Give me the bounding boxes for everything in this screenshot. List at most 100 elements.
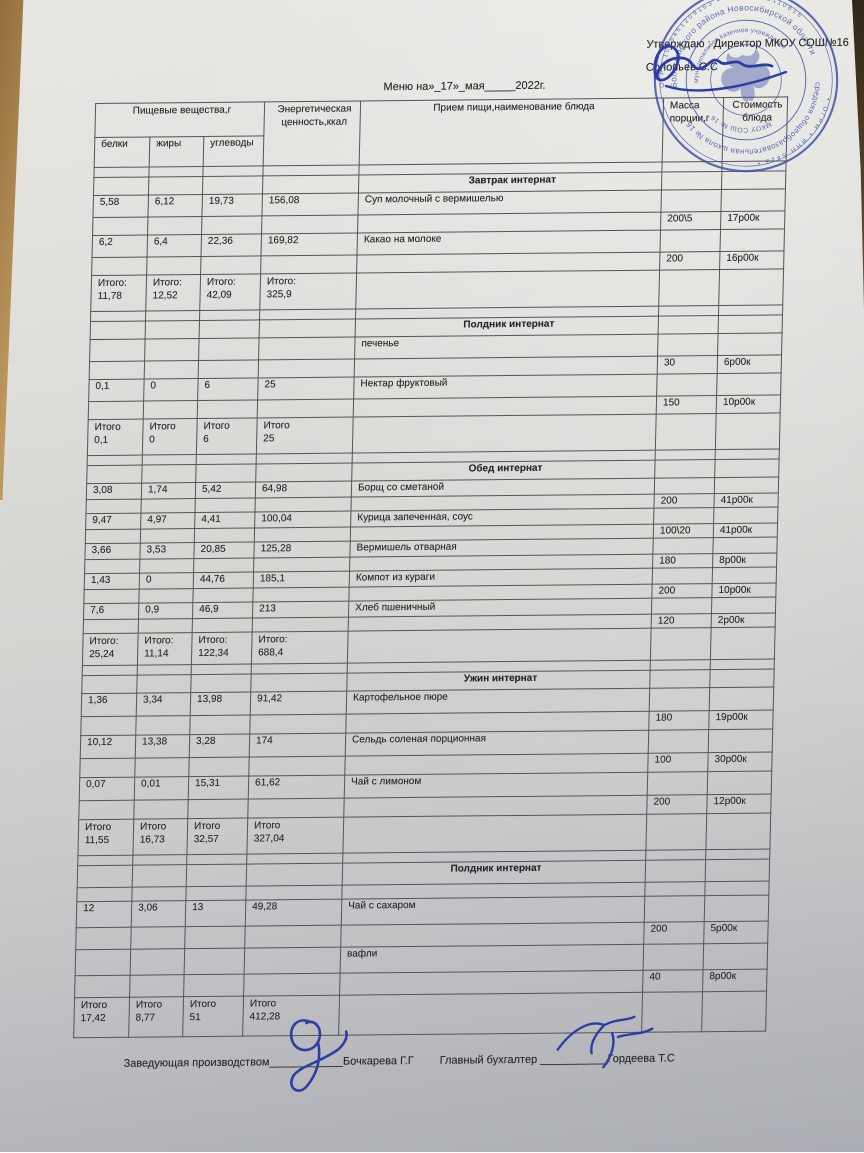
empty-cell (197, 400, 257, 419)
empty-cell (252, 617, 348, 632)
spacer-cell (659, 306, 719, 317)
empty-cell (138, 619, 192, 634)
empty-cell (75, 975, 131, 998)
empty-cell (657, 374, 718, 397)
empty-cell (135, 758, 189, 778)
dish-name-cell: Картофельное пюре (346, 688, 650, 714)
spacer-cell (82, 665, 137, 676)
empty-cell (710, 669, 774, 688)
empty-cell (134, 800, 188, 820)
empty-cell (185, 926, 246, 949)
cost-cell: 10р00к (712, 583, 776, 598)
nutrient-cell: 61,62 (248, 775, 345, 799)
nutrient-cell: 5,58 (93, 195, 149, 218)
mass-cell: 200 (652, 584, 712, 599)
empty-cell (254, 557, 350, 572)
total-label: Итого (140, 820, 185, 833)
total-cell: Итого:325,9 (260, 273, 357, 310)
nutrient-cell: 13 (185, 900, 246, 927)
total-value: 0,1 (94, 434, 140, 447)
empty-cell (720, 229, 785, 252)
total-cell: Итого:122,34 (191, 632, 252, 665)
nutrient-cell: 1,74 (141, 483, 195, 500)
nutrient-cell: 0,01 (134, 777, 189, 801)
total-label: Итого: (144, 634, 189, 647)
mass-cell: 180 (653, 554, 713, 569)
cost-cell: 17р00к (721, 211, 785, 230)
nutrient-cell (75, 949, 131, 976)
total-value: 51 (189, 1011, 240, 1024)
total-cell: Итого:25,24 (82, 633, 138, 666)
empty-cell (192, 618, 252, 633)
empty-cell (651, 598, 711, 615)
header-carbs: углеводы (203, 136, 264, 167)
mass-cell: 100 (648, 753, 708, 773)
empty-cell (143, 401, 197, 420)
empty-cell (201, 256, 261, 275)
nutrient-cell (184, 948, 245, 975)
empty-cell (88, 401, 143, 420)
empty-cell (83, 619, 138, 634)
nutrient-cell: 91,42 (250, 691, 347, 715)
total-value: 11,55 (85, 834, 131, 847)
total-label: Итого: (258, 633, 345, 647)
total-value: 12,52 (152, 289, 197, 302)
mass-cell: 200 (654, 494, 714, 509)
empty-cell (714, 477, 778, 494)
nutrient-cell: 44,76 (193, 572, 253, 589)
empty-cell (258, 359, 354, 378)
cost-cell: 19р00к (709, 710, 773, 730)
empty-cell (712, 567, 776, 584)
spacer-cell (87, 455, 142, 466)
total-label: Итого: (207, 275, 258, 288)
total-value: 32,57 (194, 833, 245, 846)
cost-cell: 6р00к (717, 355, 781, 374)
total-value: 25,24 (89, 648, 135, 661)
spacer-cell (187, 854, 247, 865)
total-label: Итого: (153, 276, 198, 289)
nutrient-cell: 3,66 (85, 543, 140, 560)
empty-cell (341, 922, 645, 947)
empty-cell (661, 189, 722, 212)
cost-cell: 16р00к (720, 251, 784, 270)
director-signature (640, 26, 810, 106)
total-cell: Итого:688,4 (251, 631, 348, 664)
empty-cell (645, 860, 706, 883)
total-label: Итого: (198, 634, 249, 647)
empty-cell (261, 255, 357, 274)
empty-cell (652, 568, 712, 585)
header-fat: жиры (149, 136, 204, 167)
nutrient-cell: 64,98 (255, 481, 351, 498)
empty-cell (92, 257, 147, 276)
empty-cell (136, 716, 190, 736)
nutrient-cell (130, 949, 185, 976)
spacer-cell (142, 455, 196, 466)
total-label: Итого: (98, 277, 144, 290)
nutrient-cell: 100,04 (255, 511, 351, 528)
total-label: Итого (263, 419, 350, 433)
spacer-cell (203, 166, 263, 177)
nutrient-cell: 0 (144, 379, 199, 402)
header-energy: Энергетическая ценность,ккал (263, 101, 361, 166)
empty-cell (659, 270, 720, 307)
nutrient-cell: 125,28 (254, 541, 350, 558)
total-value: 325,9 (266, 288, 353, 302)
empty-cell (658, 334, 719, 357)
dish-name-cell: Чай с сахаром (341, 896, 645, 925)
empty-cell (654, 478, 714, 495)
empty-cell (202, 176, 262, 195)
empty-cell (130, 975, 185, 998)
nutrient-cell: 3,53 (140, 543, 194, 560)
empty-cell (198, 360, 258, 379)
total-label: Итого (81, 999, 127, 1012)
nutrient-cell: 20,85 (194, 542, 254, 559)
empty-cell (190, 715, 250, 735)
total-label: Итого (254, 819, 341, 833)
gap-cell (246, 885, 342, 900)
nutrient-cell (259, 337, 356, 360)
nutrient-cell: 3,06 (131, 901, 186, 928)
dish-name-cell: печенье (355, 334, 659, 359)
empty-cell (352, 414, 656, 453)
dish-name-cell: вафли (340, 944, 644, 973)
